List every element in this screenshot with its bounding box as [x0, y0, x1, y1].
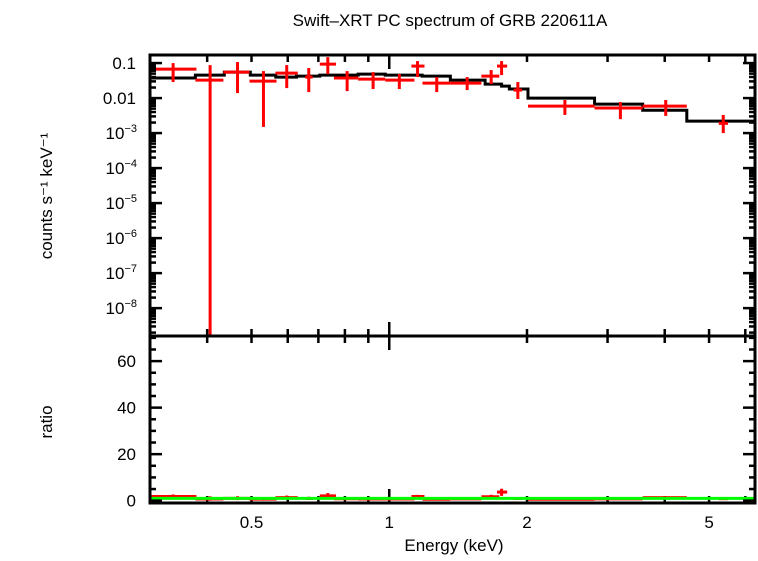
- y-axis-label-ratio: ratio: [37, 405, 56, 438]
- x-tick-label: 1: [385, 513, 394, 532]
- data-point: [422, 77, 451, 93]
- data-point: [450, 77, 482, 91]
- data-point: [594, 102, 643, 120]
- data-point: [195, 65, 224, 336]
- data-point: [411, 61, 425, 78]
- data-point: [305, 68, 313, 93]
- spectrum-panel: 0.1 0.01 10−3 10−4 10−5 10−6 10−7 10−8: [103, 53, 757, 503]
- y-tick-label: 10−5: [106, 193, 137, 213]
- x-tick-label: 0.5: [240, 513, 264, 532]
- data-point: [642, 100, 687, 116]
- ratio-panel: 0.5 1 2 5 0 20 40 60: [117, 334, 757, 532]
- y-tick-label: 10−4: [106, 158, 137, 178]
- chart-title: Swift–XRT PC spectrum of GRB 220611A: [293, 11, 608, 30]
- y-tick-label: 60: [117, 352, 136, 371]
- data-point: [481, 70, 500, 85]
- y-tick-label: 20: [117, 445, 136, 464]
- y-tick-label: 10−7: [106, 263, 137, 283]
- x-axis-label: Energy (keV): [404, 536, 503, 555]
- x-tick-label: 5: [704, 513, 713, 532]
- data-point: [249, 71, 277, 127]
- data-point: [497, 61, 508, 76]
- data-point: [150, 63, 197, 83]
- x-tick-label: 2: [522, 513, 531, 532]
- data-point: [513, 82, 522, 100]
- y-tick-label: 10−6: [106, 228, 137, 248]
- data-point: [223, 62, 250, 94]
- ratio-frame: [148, 334, 757, 505]
- model-line: [150, 70, 755, 123]
- y-tick-label: 10−3: [106, 123, 137, 143]
- data-point: [333, 71, 359, 92]
- y-axis-label-spectrum: counts s⁻¹ keV⁻¹: [37, 132, 56, 259]
- spectrum-frame: [148, 53, 757, 338]
- y-tick-label: 40: [117, 399, 136, 418]
- data-point: [385, 74, 415, 90]
- data-point: [527, 100, 595, 115]
- ratio-point: [497, 488, 508, 496]
- y-tick-label: 0: [127, 492, 136, 511]
- y-tick-label: 0.1: [112, 54, 136, 73]
- data-point: [319, 57, 337, 75]
- y-tick-label: 0.01: [103, 89, 136, 108]
- data-point: [358, 72, 386, 90]
- data-point: [275, 65, 298, 89]
- y-tick-label: 10−8: [106, 298, 137, 318]
- data-point: [718, 114, 729, 134]
